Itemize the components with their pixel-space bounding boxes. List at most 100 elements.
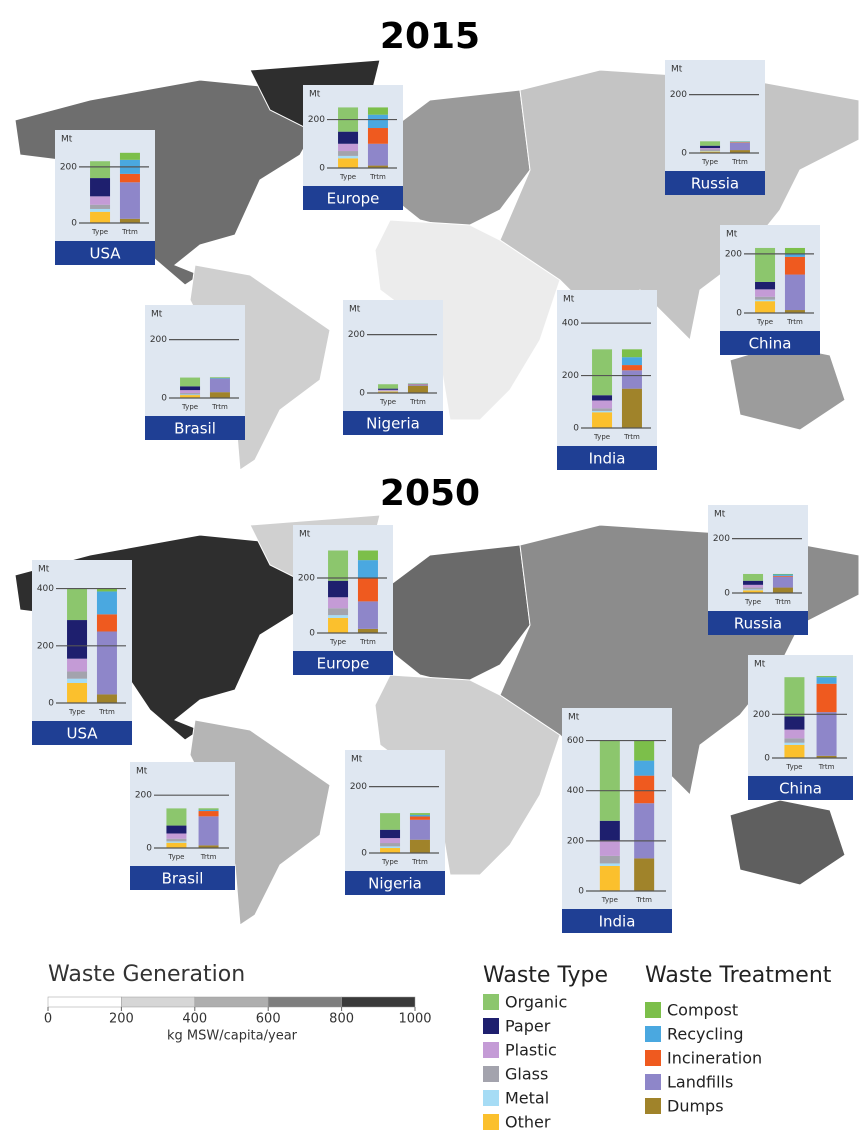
bar-segment: [700, 150, 721, 152]
x-tick-label: Type: [593, 433, 610, 441]
x-tick-label: Trtm: [98, 708, 115, 716]
scale-tick-label: 0: [44, 1012, 52, 1027]
legend-label: Recycling: [667, 1025, 744, 1044]
bar-segment: [634, 760, 655, 776]
x-tick-label: Type: [379, 398, 396, 406]
bar-segment: [592, 408, 613, 411]
x-tick-label: Trtm: [786, 318, 803, 326]
x-tick-label: Trtm: [774, 598, 791, 606]
region-inset: Europe Mt 0 200 Type Trtm: [303, 85, 403, 210]
bar-segment: [166, 838, 187, 842]
x-tick-label: Type: [91, 228, 108, 236]
y-tick-label: 200: [60, 162, 77, 172]
inset-unit: Mt: [726, 230, 738, 240]
bar-segment: [119, 173, 140, 183]
region-inset: Nigeria Mt 0 200 Type Trtm: [343, 300, 443, 435]
legend-swatch: [483, 1042, 499, 1058]
region-label-bg: [665, 171, 765, 195]
bar-segment: [816, 683, 837, 713]
y-tick-label: 200: [567, 836, 584, 846]
bar-segment: [784, 738, 805, 743]
inset-unit: Mt: [568, 713, 580, 723]
bar-segment: [67, 678, 88, 683]
bar-segment: [599, 865, 620, 891]
scale-tick-label: 800: [329, 1012, 354, 1027]
legend-swatch: [645, 1002, 661, 1018]
y-tick-label: 200: [753, 710, 770, 720]
bar-segment: [700, 149, 721, 151]
bar-segment: [96, 588, 117, 592]
x-tick-label: Type: [167, 853, 184, 861]
x-tick-label: Type: [701, 158, 718, 166]
bar-segment: [784, 256, 805, 275]
bar-segment: [166, 825, 187, 834]
bar-segment: [209, 379, 230, 393]
bar-segment: [700, 145, 721, 149]
legend-label: Dumps: [667, 1097, 724, 1116]
bar-segment: [755, 299, 776, 302]
x-tick-label: Trtm: [121, 228, 138, 236]
bar-segment: [198, 816, 219, 846]
bar-segment: [357, 578, 378, 602]
x-tick-label: Trtm: [200, 853, 217, 861]
bar-segment: [772, 587, 793, 593]
legend-title: Waste Treatment: [645, 963, 832, 988]
bar-segment: [599, 863, 620, 866]
y-tick-label: 400: [567, 786, 584, 796]
region-label: China: [749, 335, 792, 353]
scale-segment: [47, 996, 122, 1008]
bar-segment: [592, 410, 613, 413]
bar-segment: [367, 107, 388, 115]
bar-segment: [621, 388, 642, 428]
bar-segment: [784, 310, 805, 313]
bar-segment: [784, 729, 805, 739]
bar-segment: [621, 357, 642, 366]
bar-segment: [378, 390, 399, 392]
region-label: Brasil: [162, 870, 204, 888]
bar-segment: [784, 247, 805, 254]
bar-segment: [729, 141, 750, 143]
bar-segment: [67, 671, 88, 679]
y-tick-label: 0: [161, 394, 167, 404]
scale-tick-label: 200: [109, 1012, 134, 1027]
legend-label: Plastic: [505, 1041, 557, 1060]
y-tick-label: 0: [736, 309, 742, 319]
bar-segment: [743, 589, 764, 591]
bar-segment: [772, 573, 793, 575]
bar-segment: [700, 148, 721, 150]
region-label-bg: [708, 611, 808, 635]
bar-segment: [380, 813, 401, 830]
bar-segment: [599, 820, 620, 841]
bar-segment: [67, 588, 88, 621]
bar-segment: [367, 114, 388, 129]
bar-segment: [755, 247, 776, 282]
legend-unit: kg MSW/capita/year: [167, 1029, 298, 1044]
inset-unit: Mt: [563, 295, 575, 305]
bar-segment: [119, 182, 140, 219]
bar-segment: [729, 150, 750, 153]
bar-segment: [784, 274, 805, 311]
y-tick-label: 0: [146, 844, 152, 854]
region-inset: Nigeria Mt 0 200 Type Trtm: [345, 750, 445, 895]
legend-title: Waste Generation: [48, 962, 245, 987]
region-label: Nigeria: [368, 875, 422, 893]
bar-segment: [621, 349, 642, 358]
region-label-bg: [748, 776, 853, 800]
y-tick-label: 200: [713, 534, 730, 544]
bar-segment: [67, 682, 88, 703]
bar-segment: [816, 755, 837, 758]
scale-segment: [341, 996, 416, 1008]
bar-segment: [90, 161, 111, 179]
bar-segment: [700, 141, 721, 146]
region-label: Russia: [691, 175, 739, 193]
region-label: Russia: [734, 615, 782, 633]
bar-segment: [198, 808, 219, 810]
y-tick-label: 200: [725, 249, 742, 259]
legend-label: Metal: [505, 1089, 549, 1108]
bar-segment: [784, 744, 805, 758]
region-inset: Russia Mt 0 200 Type Trtm: [665, 60, 765, 195]
y-tick-label: 0: [48, 699, 54, 709]
bar-segment: [90, 196, 111, 205]
bar-segment: [378, 388, 399, 390]
